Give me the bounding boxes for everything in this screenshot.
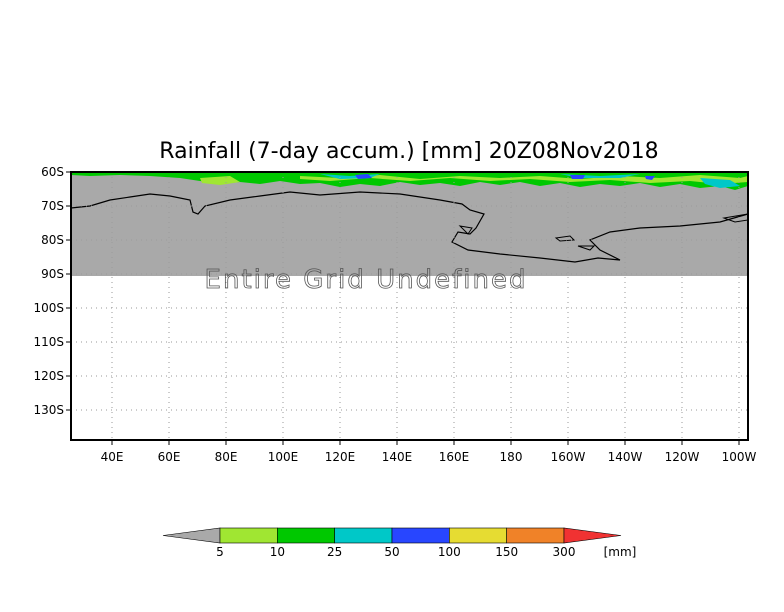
coastline-islands <box>458 213 749 251</box>
undefined-grid-label: Entire Grid Undefined <box>205 265 528 295</box>
colorbar-swatch <box>449 527 507 544</box>
lon-tick-label: 40E <box>101 450 124 464</box>
lon-tick-label: 140E <box>382 450 413 464</box>
lon-tick-label: 60E <box>158 450 181 464</box>
rainfall-field <box>71 172 748 190</box>
colorbar: 5 10 25 50 100 150 300 [mm] <box>162 527 637 559</box>
land-fill <box>71 172 748 276</box>
lat-tick-label: 120S <box>33 369 64 383</box>
colorbar-swatch <box>219 527 278 544</box>
rainfall-band-blue <box>355 174 655 180</box>
lat-tick-label: 90S <box>41 267 64 281</box>
longitude-axis: 40E 60E 80E 100E 120E 140E 160E 180 160W 140W 120W… <box>101 440 757 464</box>
colorbar-label: 150 <box>495 545 518 559</box>
lon-tick-label: 160W <box>551 450 586 464</box>
rainfall-band-lightgreen <box>300 175 748 184</box>
colorbar-label: 25 <box>327 545 342 559</box>
colorbar-unit: [mm] <box>604 545 637 559</box>
lon-tick-label: 100W <box>722 450 757 464</box>
lon-tick-label: 80E <box>215 450 238 464</box>
lat-tick-label: 130S <box>33 403 64 417</box>
lon-tick-label: 120E <box>325 450 356 464</box>
colorbar-swatch <box>391 527 450 544</box>
lon-tick-label: 140W <box>608 450 643 464</box>
lon-tick-label: 100E <box>268 450 299 464</box>
lon-tick-label: 160E <box>439 450 470 464</box>
lat-tick-label: 100S <box>33 301 64 315</box>
map-panel: Entire Grid Undefined <box>70 171 749 441</box>
lat-tick-label: 60S <box>41 165 64 179</box>
colorbar-swatch <box>277 527 335 544</box>
coastline <box>70 191 749 263</box>
lat-tick-label: 80S <box>41 233 64 247</box>
latitude-axis: 60S 70S 80S 90S 100S 110S 120S 130S <box>33 165 71 417</box>
colorbar-swatch <box>334 527 393 544</box>
colorbar-swatch <box>506 527 565 544</box>
colorbar-label: 5 <box>216 545 224 559</box>
colorbar-label: 100 <box>438 545 461 559</box>
lat-tick-label: 110S <box>33 335 64 349</box>
colorbar-under-arrow <box>162 527 221 544</box>
colorbar-over-arrow <box>563 527 622 544</box>
lon-tick-label: 120W <box>665 450 700 464</box>
colorbar-label: 300 <box>553 545 576 559</box>
colorbar-label: 50 <box>384 545 399 559</box>
map-frame <box>70 171 749 441</box>
colorbar-label: 10 <box>270 545 285 559</box>
lon-tick-label: 180 <box>500 450 523 464</box>
lat-tick-label: 70S <box>41 199 64 213</box>
map-title: Rainfall (7-day accum.) [mm] 20Z08Nov201… <box>159 139 658 164</box>
rainfall-patch-west <box>200 176 240 185</box>
